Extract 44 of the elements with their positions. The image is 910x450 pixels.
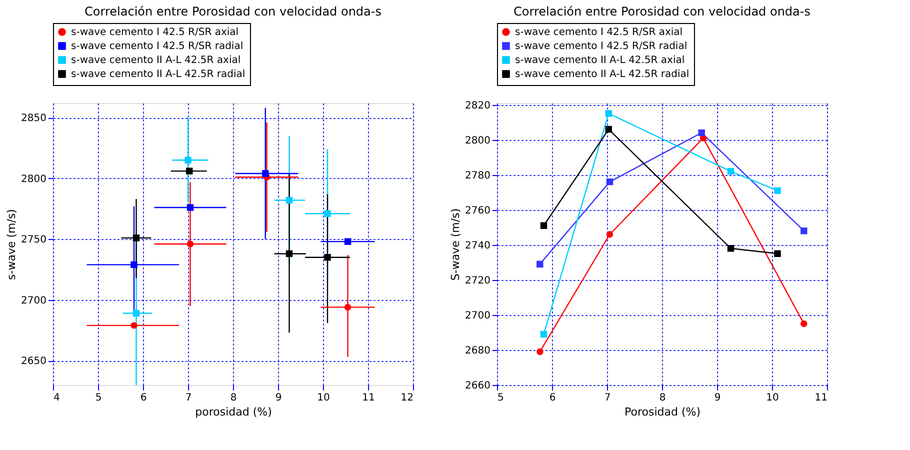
legend-label: s-wave cemento I 42.5 R/SR axial — [515, 27, 683, 38]
y-tick-label: 2680 — [465, 345, 490, 356]
y-tick-label: 2750 — [21, 234, 46, 246]
chart-title: Correlación entre Porosidad con velocidad onda-s — [514, 4, 810, 18]
x-axis-title: porosidad (%) — [195, 406, 272, 418]
chart-title: Correlación entre Porosidad con velocidad onda-s — [84, 4, 382, 18]
legend-label: s-wave cemento I 42.5 R/SR radial — [71, 41, 244, 52]
x-tick-label: 4 — [54, 392, 60, 404]
y-tick-label: 2720 — [465, 275, 490, 286]
legend-label: s-wave cemento I 42.5 R/SR axial — [71, 27, 239, 38]
y-tick-label: 2700 — [465, 310, 490, 322]
x-tick-label: 12 — [400, 392, 414, 404]
legend-label: s-wave cemento I 42.5 R/SR radial — [515, 41, 688, 52]
legend-label: s-wave cemento II A-L 42.5R axial — [71, 55, 241, 66]
x-tick-label: 5 — [95, 392, 102, 404]
x-tick-label: 10 — [317, 392, 330, 404]
y-tick-label: 2850 — [21, 113, 46, 124]
legend-label: s-wave cemento II A-L 42.5R axial — [515, 55, 685, 66]
y-tick-label: 2800 — [465, 135, 490, 146]
x-tick-label: 10 — [766, 392, 779, 404]
y-tick-label: 2760 — [465, 205, 490, 216]
y-tick-label: 2660 — [465, 380, 490, 392]
y-tick-label: 2820 — [465, 100, 490, 112]
x-tick-label: 11 — [814, 392, 828, 404]
x-tick-label: 9 — [275, 392, 282, 404]
y-axis-title: S-wave (m/s) — [449, 208, 462, 281]
x-tick-label: 11 — [362, 392, 375, 404]
x-axis-title: Porosidad (%) — [624, 406, 701, 418]
x-tick-label: 7 — [604, 392, 611, 404]
x-tick-label: 5 — [498, 392, 504, 404]
x-tick-label: 9 — [714, 392, 721, 404]
x-tick-label: 7 — [185, 392, 192, 404]
x-tick-label: 8 — [230, 392, 237, 404]
y-tick-label: 2740 — [465, 240, 490, 252]
y-axis-title: s-wave (m/s) — [5, 209, 18, 280]
x-tick-label: 6 — [549, 392, 556, 404]
y-tick-label: 2650 — [21, 356, 46, 368]
x-tick-label: 6 — [140, 392, 147, 404]
x-tick-label: 8 — [659, 392, 666, 404]
legend-label: s-wave cemento II A-L 42.5R radial — [71, 69, 246, 80]
legend-label: s-wave cemento II A-L 42.5R radial — [515, 69, 690, 80]
y-tick-label: 2800 — [21, 174, 46, 185]
y-tick-label: 2780 — [465, 170, 490, 182]
y-tick-label: 2700 — [21, 295, 46, 306]
